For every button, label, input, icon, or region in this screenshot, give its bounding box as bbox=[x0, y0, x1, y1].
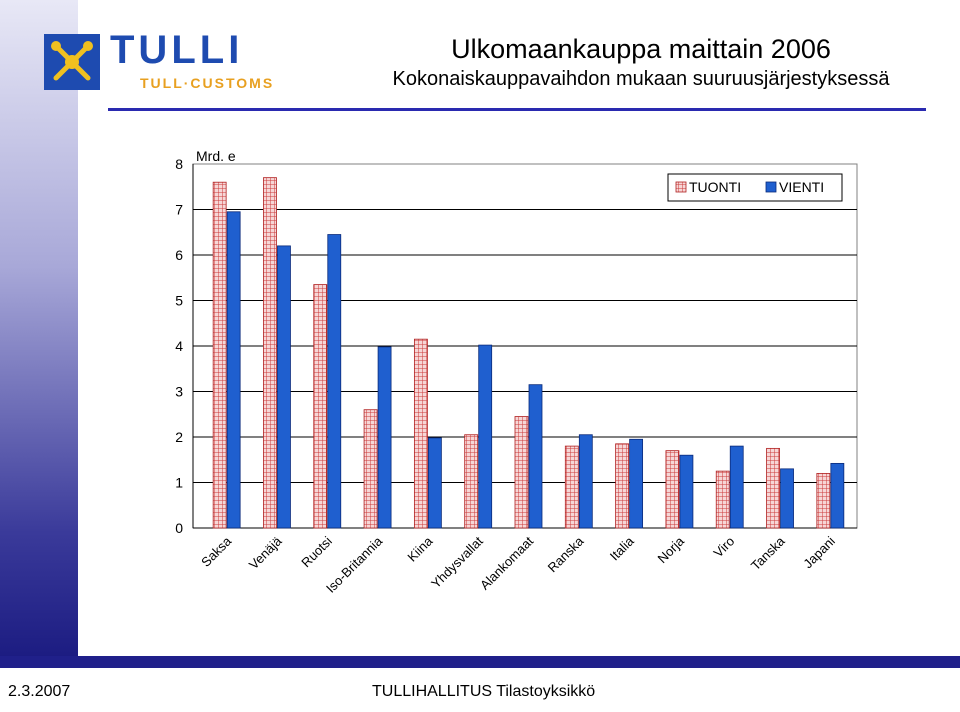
page-title: Ulkomaankauppa maittain 2006 bbox=[451, 34, 831, 64]
x-tick-label: Norja bbox=[654, 533, 687, 566]
x-tick-label: Tanska bbox=[748, 533, 788, 573]
bar-vienti bbox=[729, 445, 744, 529]
legend-swatch-tuonti bbox=[675, 181, 687, 193]
y-tick-label: 3 bbox=[175, 384, 183, 400]
bar-tuonti bbox=[464, 434, 479, 529]
bar-tuonti bbox=[413, 338, 428, 529]
bottom-decor-band bbox=[0, 656, 960, 668]
y-tick-label: 5 bbox=[175, 293, 183, 309]
y-tick-label: 8 bbox=[175, 156, 183, 172]
bar-tuonti bbox=[313, 284, 328, 529]
y-tick-label: 6 bbox=[175, 247, 183, 263]
left-decor-band bbox=[0, 0, 78, 666]
bar-vienti bbox=[679, 454, 694, 529]
bar-tuonti bbox=[766, 447, 780, 529]
legend-label: VIENTI bbox=[779, 179, 824, 195]
y-tick-label: 4 bbox=[175, 338, 183, 354]
x-tick-label: Italia bbox=[607, 533, 638, 564]
bar-tuonti bbox=[816, 472, 831, 529]
y-tick-label: 2 bbox=[175, 429, 183, 445]
bar-vienti bbox=[478, 344, 493, 529]
y-tick-label: 7 bbox=[175, 202, 183, 218]
bar-tuonti bbox=[615, 443, 630, 529]
bar-vienti bbox=[629, 438, 644, 529]
bar-tuonti bbox=[715, 470, 730, 529]
bar-vienti bbox=[377, 346, 392, 529]
x-tick-label: Japani bbox=[800, 533, 838, 571]
bar-tuonti bbox=[263, 177, 277, 529]
customs-logo-icon bbox=[44, 34, 100, 90]
bar-tuonti bbox=[363, 409, 378, 529]
y-tick-label: 1 bbox=[175, 475, 183, 491]
bar-vienti bbox=[427, 437, 442, 529]
bar-vienti bbox=[277, 245, 291, 529]
legend-label: TUONTI bbox=[689, 179, 741, 195]
title-divider bbox=[108, 108, 926, 111]
bar-tuonti bbox=[564, 445, 579, 529]
y-axis-label: Mrd. e bbox=[196, 148, 236, 164]
brand-subtitle: TULL·CUSTOMS bbox=[140, 75, 275, 91]
bar-vienti bbox=[327, 234, 342, 529]
legend-box bbox=[667, 173, 843, 202]
y-tick-label: 0 bbox=[175, 520, 183, 536]
x-tick-label: Saksa bbox=[198, 533, 235, 570]
x-tick-label: Alankomaat bbox=[477, 533, 536, 592]
bar-tuonti bbox=[212, 181, 227, 529]
legend-swatch-vienti bbox=[765, 181, 777, 193]
x-tick-label: Venäjä bbox=[246, 533, 285, 572]
bar-vienti bbox=[226, 211, 241, 529]
bar-vienti bbox=[830, 462, 845, 529]
x-tick-label: Viro bbox=[711, 534, 738, 561]
bar-tuonti bbox=[665, 450, 680, 529]
bar-vienti bbox=[780, 468, 794, 529]
bar-vienti bbox=[578, 434, 593, 529]
footer-date: 2.3.2007 bbox=[8, 683, 71, 700]
bar-tuonti bbox=[514, 416, 529, 529]
bar-vienti bbox=[528, 384, 543, 529]
footer-source: TULLIHALLITUS Tilastoyksikkö bbox=[372, 683, 596, 700]
brand-name: TULLI bbox=[110, 28, 244, 72]
x-tick-label: Ruotsi bbox=[298, 533, 335, 570]
x-tick-label: Kiina bbox=[404, 533, 436, 565]
x-tick-label: Ranska bbox=[545, 533, 587, 575]
page-subtitle: Kokonaiskauppavaihdon mukaan suuruusjärj… bbox=[392, 68, 890, 90]
